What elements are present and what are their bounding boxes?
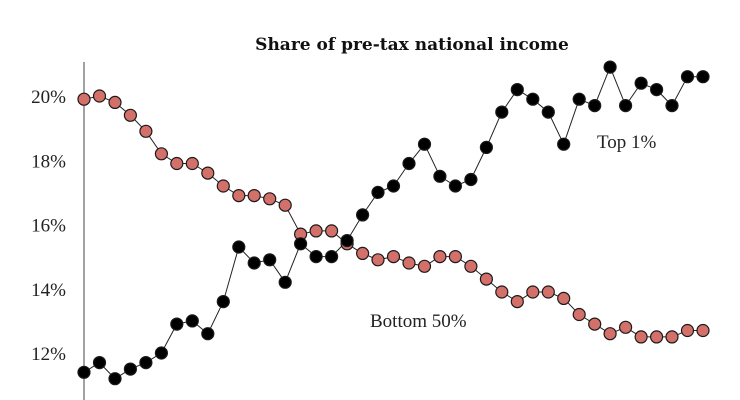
label-top-1-percent: Top 1% — [597, 132, 657, 153]
data-point-top-1-percent — [464, 172, 478, 187]
data-point-top-1-percent — [479, 140, 493, 154]
data-point-bottom-50-percent — [325, 224, 339, 238]
data-point-bottom-50-percent — [541, 285, 555, 299]
data-point-bottom-50-percent — [603, 327, 617, 341]
data-point-bottom-50-percent — [232, 189, 246, 203]
data-point-bottom-50-percent — [402, 256, 416, 270]
data-point-top-1-percent — [278, 275, 292, 289]
y-axis-ticks: 12% 14% 16% 18% 20% — [31, 87, 66, 365]
data-point-bottom-50-percent — [92, 89, 107, 103]
data-point-top-1-percent — [356, 208, 370, 222]
y-tick-label: 12% — [31, 344, 66, 365]
data-point-bottom-50-percent — [634, 330, 648, 344]
data-point-top-1-percent — [603, 60, 617, 74]
label-bottom-50-percent: Bottom 50% — [370, 311, 467, 332]
data-point-top-1-percent — [588, 98, 602, 113]
data-point-top-1-percent — [448, 179, 462, 193]
data-point-top-1-percent — [696, 70, 710, 84]
y-tick-label: 18% — [31, 151, 66, 172]
data-point-top-1-percent — [386, 179, 401, 193]
data-point-top-1-percent — [634, 76, 648, 90]
data-point-top-1-percent — [340, 234, 354, 248]
data-point-top-1-percent — [495, 105, 509, 119]
data-point-top-1-percent — [417, 137, 432, 151]
data-point-top-1-percent — [433, 169, 447, 183]
data-point-bottom-50-percent — [649, 330, 664, 344]
data-point-top-1-percent — [665, 98, 679, 113]
data-point-top-1-percent — [108, 372, 122, 386]
data-point-bottom-50-percent — [479, 272, 493, 286]
data-point-bottom-50-percent — [309, 224, 323, 238]
data-point-bottom-50-percent — [278, 198, 292, 212]
data-point-top-1-percent — [123, 362, 137, 376]
data-point-bottom-50-percent — [680, 323, 695, 338]
data-point-bottom-50-percent — [464, 259, 478, 273]
data-point-top-1-percent — [309, 250, 323, 264]
y-tick-label: 20% — [31, 87, 66, 108]
data-point-bottom-50-percent — [417, 259, 432, 273]
data-point-top-1-percent — [541, 105, 555, 119]
data-point-bottom-50-percent — [77, 92, 91, 106]
data-point-bottom-50-percent — [108, 95, 122, 110]
data-point-top-1-percent — [77, 365, 91, 379]
data-point-top-1-percent — [232, 240, 246, 254]
data-point-top-1-percent — [139, 356, 153, 370]
data-point-top-1-percent — [572, 92, 586, 106]
data-point-bottom-50-percent — [356, 246, 370, 260]
data-point-top-1-percent — [247, 256, 261, 270]
chart-title: Share of pre-tax national income — [255, 35, 569, 55]
data-point-bottom-50-percent — [696, 323, 710, 338]
data-point-top-1-percent — [526, 92, 540, 106]
data-point-top-1-percent — [216, 295, 230, 309]
data-point-top-1-percent — [154, 346, 168, 360]
data-point-bottom-50-percent — [185, 156, 199, 171]
data-point-bottom-50-percent — [526, 285, 540, 299]
data-point-bottom-50-percent — [371, 253, 385, 267]
data-point-top-1-percent — [170, 317, 184, 331]
data-point-bottom-50-percent — [572, 307, 586, 322]
data-point-top-1-percent — [680, 70, 695, 84]
data-point-top-1-percent — [371, 185, 385, 199]
data-point-bottom-50-percent — [139, 124, 153, 138]
data-point-bottom-50-percent — [386, 250, 401, 264]
data-point-bottom-50-percent — [495, 285, 509, 299]
y-tick-label: 14% — [31, 280, 66, 301]
data-point-top-1-percent — [185, 314, 199, 328]
data-point-top-1-percent — [557, 137, 571, 151]
data-point-bottom-50-percent — [247, 189, 261, 203]
data-point-top-1-percent — [402, 156, 416, 171]
data-point-bottom-50-percent — [448, 250, 462, 264]
data-point-top-1-percent — [201, 327, 215, 341]
data-point-bottom-50-percent — [665, 330, 679, 344]
data-point-top-1-percent — [92, 356, 107, 370]
data-point-bottom-50-percent — [557, 291, 571, 305]
data-point-bottom-50-percent — [263, 192, 277, 206]
data-point-top-1-percent — [618, 98, 633, 113]
data-point-top-1-percent — [510, 82, 524, 97]
data-point-top-1-percent — [325, 250, 339, 264]
data-point-top-1-percent — [294, 237, 308, 251]
data-point-bottom-50-percent — [123, 108, 137, 122]
data-point-bottom-50-percent — [201, 166, 215, 180]
data-point-bottom-50-percent — [588, 317, 602, 331]
data-point-bottom-50-percent — [170, 156, 184, 171]
data-point-top-1-percent — [263, 253, 277, 267]
data-point-bottom-50-percent — [433, 250, 447, 264]
series-points — [77, 60, 710, 386]
data-point-bottom-50-percent — [510, 295, 524, 309]
data-point-top-1-percent — [649, 82, 664, 97]
y-tick-label: 16% — [31, 216, 66, 237]
data-point-bottom-50-percent — [216, 179, 230, 193]
data-point-bottom-50-percent — [618, 320, 633, 334]
data-point-bottom-50-percent — [154, 147, 168, 161]
